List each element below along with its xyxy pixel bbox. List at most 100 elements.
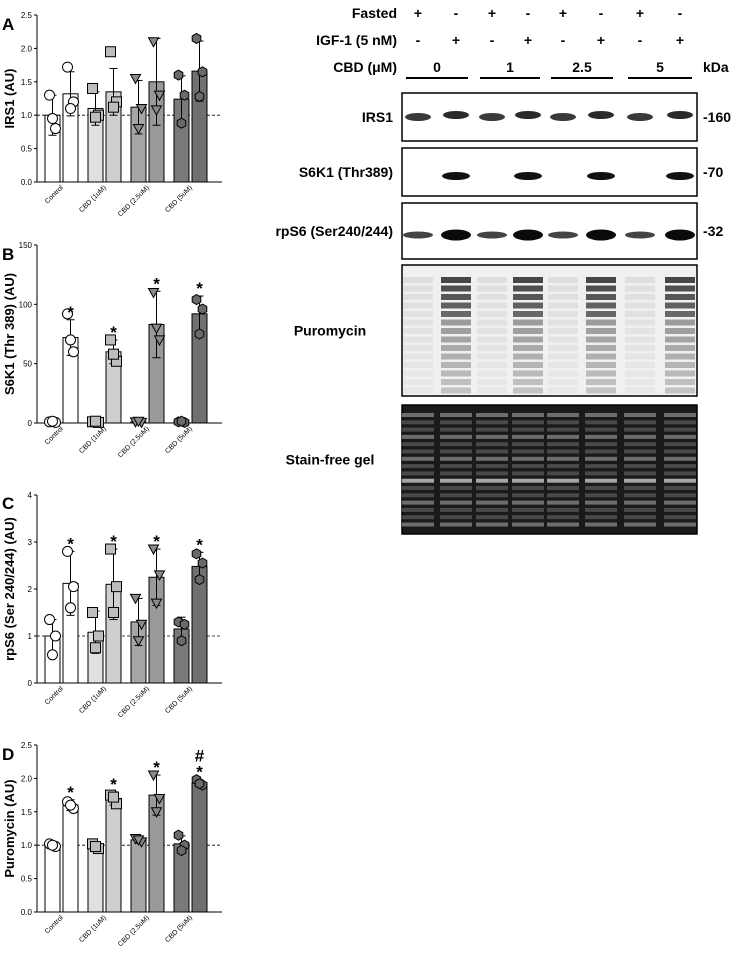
smear-band — [441, 294, 471, 300]
data-point-square — [108, 348, 119, 360]
data-point-triangle — [147, 770, 160, 782]
gel-lane-band — [476, 478, 508, 483]
data-point-triangle — [132, 835, 145, 846]
protein-band — [513, 229, 543, 241]
bar-control-igf-1 — [62, 804, 79, 913]
smear-band — [403, 294, 433, 300]
protein-band — [666, 172, 694, 180]
blot-label: Stain-free gel — [286, 452, 375, 468]
gel-lane-band — [476, 449, 508, 454]
y-axis-title: S6K1 (Thr 389) (AU) — [2, 273, 17, 395]
smear-band — [403, 370, 433, 377]
gel-lane-band — [585, 478, 617, 483]
significance-star: * — [196, 535, 203, 554]
gel-lane-band — [664, 493, 696, 498]
y-tick-label: 100 — [19, 300, 33, 309]
gel-lane-band — [585, 515, 617, 520]
smear-band — [477, 285, 507, 292]
blot-label: IRS1 — [362, 109, 393, 125]
y-tick-label: 1.5 — [21, 808, 33, 817]
kda-marker: -160 — [703, 109, 731, 125]
gel-lane-band — [664, 515, 696, 520]
gel-lane-band — [512, 500, 544, 505]
bar-cbd-5um--igf-1 — [191, 782, 208, 913]
data-point-triangle — [153, 335, 166, 346]
data-point-square — [87, 82, 98, 94]
smear-band — [403, 285, 433, 292]
blot-panel-irs1: IRS1 -160 — [362, 92, 731, 142]
data-point-circle — [62, 308, 73, 320]
data-point-hexagon — [173, 69, 184, 81]
smear-band — [403, 379, 433, 385]
smear-band — [477, 387, 507, 394]
cbd-dose: 5 — [656, 59, 664, 75]
gel-lane-band — [585, 486, 617, 490]
protein-band — [667, 111, 693, 119]
gel-lane-band — [547, 413, 579, 417]
significance-star: * — [67, 783, 74, 802]
gel-lane-band — [585, 471, 617, 476]
data-point-square — [108, 607, 119, 618]
smear-band — [548, 387, 578, 394]
data-point-circle — [65, 334, 76, 346]
data-point-triangle — [132, 636, 145, 647]
smear-band — [586, 379, 616, 385]
significance-star: * — [67, 534, 74, 553]
lane-sign: + — [559, 5, 567, 21]
smear-band — [548, 379, 578, 385]
protein-band — [550, 113, 576, 121]
significance-star: * — [196, 279, 203, 298]
smear-band — [625, 285, 655, 292]
data-point-triangle — [147, 544, 160, 556]
smear-band — [665, 277, 695, 283]
x-category-label: CBD (5uM) — [164, 425, 194, 455]
data-point-hexagon — [194, 574, 205, 586]
gel-lane-band — [624, 456, 656, 461]
smear-band — [477, 294, 507, 300]
smear-band — [548, 370, 578, 377]
x-category-label: CBD (2.5uM) — [117, 914, 151, 948]
cbd-dose: 0 — [433, 59, 441, 75]
data-point-hexagon — [191, 548, 202, 560]
y-tick-label: 0 — [28, 419, 33, 428]
gel-lane-band — [402, 427, 434, 432]
smear-band — [513, 379, 543, 385]
lane-sign: - — [454, 5, 459, 21]
data-point-square — [90, 111, 101, 123]
protein-band — [548, 231, 578, 239]
gel-lane-band — [512, 449, 544, 454]
y-tick-label: 1.5 — [21, 78, 33, 87]
gel-lane-band — [585, 427, 617, 432]
smear-band — [441, 336, 471, 343]
smear-band — [548, 362, 578, 368]
data-point-triangle — [153, 570, 166, 581]
gel-lane-band — [476, 493, 508, 498]
gel-lane-band — [547, 420, 579, 425]
gel-lane-band — [440, 478, 472, 483]
data-point-triangle — [153, 90, 166, 102]
smear-band — [548, 294, 578, 300]
protein-band — [405, 113, 431, 121]
smear-band — [665, 319, 695, 326]
gel-lane-band — [624, 478, 656, 483]
blot-panel-stain-free-gel: Stain-free gel — [286, 404, 698, 535]
x-category-label: CBD (5uM) — [164, 685, 194, 715]
y-tick-label: 1 — [28, 632, 33, 641]
data-point-circle — [62, 545, 73, 557]
smear-band — [403, 328, 433, 334]
kda-header: kDa — [703, 59, 729, 75]
gel-lane-band — [402, 442, 434, 447]
protein-band — [441, 229, 471, 241]
smear-band — [625, 387, 655, 394]
lane-sign: - — [638, 32, 643, 48]
gel-lane-band — [664, 449, 696, 454]
y-tick-label: 2.0 — [21, 44, 33, 53]
smear-band — [586, 277, 616, 283]
gel-lane-band — [402, 464, 434, 469]
chart-panel-b: B S6K1 (Thr 389) (AU) 0 50 100 150 * * * * Control… — [2, 241, 222, 459]
lane-sign: - — [526, 5, 531, 21]
significance-star: * — [110, 532, 117, 551]
data-point-circle — [47, 649, 58, 661]
gel-lane-band — [624, 500, 656, 505]
